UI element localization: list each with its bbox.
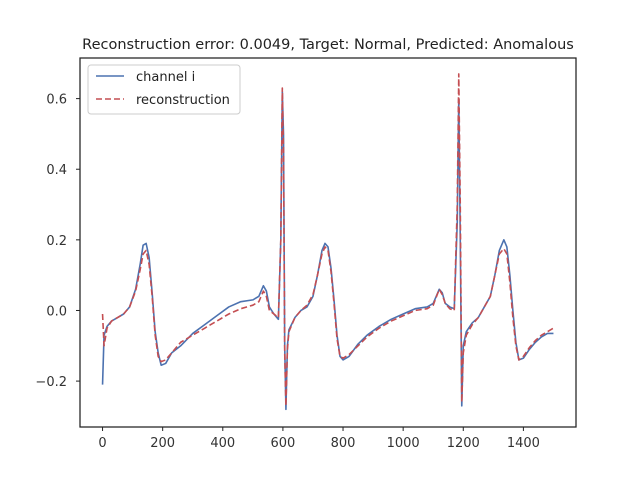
x-axis-ticks: 0 200 400 600 800 1000 1200 1400 (98, 427, 540, 451)
series-line-reconstruction (101, 73, 554, 407)
x-tick-label: 200 (150, 436, 175, 451)
legend: channel i reconstruction (87, 64, 241, 115)
chart-title: Reconstruction error: 0.0049, Target: No… (82, 37, 574, 53)
x-tick-label: 600 (270, 436, 295, 451)
series-group (101, 73, 554, 411)
x-tick-label: 1400 (507, 436, 540, 451)
y-tick-label: 0.4 (46, 163, 67, 178)
legend-label-channel-i: channel i (136, 70, 195, 85)
x-tick-label: 1000 (387, 436, 420, 451)
legend-box (87, 64, 241, 115)
x-tick-label: 800 (331, 436, 356, 451)
y-tick-label: 0.6 (46, 93, 67, 108)
y-tick-label: 0.2 (46, 234, 67, 249)
x-tick-label: 400 (210, 436, 235, 451)
plot-frame (79, 57, 577, 428)
y-tick-label: 0.0 (46, 304, 67, 319)
series-line-channel-i (101, 90, 554, 411)
x-tick-label: 1200 (447, 436, 480, 451)
legend-label-reconstruction: reconstruction (136, 93, 230, 108)
y-axis-ticks: −0.2 0.0 0.2 0.4 0.6 (35, 93, 80, 390)
x-tick-label: 0 (98, 436, 106, 451)
y-tick-label: −0.2 (35, 375, 67, 390)
